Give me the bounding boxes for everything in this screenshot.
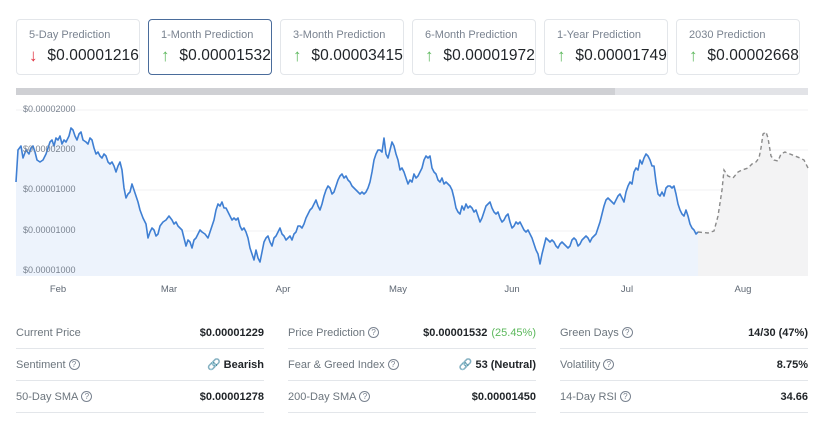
stat-label: Fear & Greed Index? bbox=[288, 359, 399, 371]
stat-label: Price Prediction? bbox=[288, 327, 380, 339]
card-price: $0.00003415 bbox=[311, 47, 403, 64]
prediction-line bbox=[697, 130, 809, 234]
help-icon[interactable]: ? bbox=[359, 391, 371, 402]
arrow-up-icon: ↑ bbox=[557, 46, 566, 65]
stat-label: Green Days? bbox=[560, 327, 633, 339]
stat-14-day-rsi: 14-Day RSI? 34.66 bbox=[560, 381, 808, 413]
card-label: 3-Month Prediction bbox=[293, 29, 386, 41]
help-icon[interactable]: ? bbox=[603, 359, 615, 370]
arrow-down-icon: ↓ bbox=[29, 46, 38, 65]
arrow-up-icon: ↑ bbox=[161, 46, 170, 65]
stat-label: 50-Day SMA? bbox=[16, 391, 93, 403]
stat-value: $0.00001278 bbox=[199, 390, 264, 403]
card-label: 1-Month Prediction bbox=[161, 29, 254, 41]
x-tick-label: Jun bbox=[504, 284, 520, 295]
link-icon: 🔗 bbox=[206, 359, 221, 371]
stat-label: 14-Day RSI? bbox=[560, 391, 631, 403]
card-price: $0.00001216 bbox=[47, 47, 139, 64]
stat-50-day-sma: 50-Day SMA? $0.00001278 bbox=[16, 381, 264, 413]
x-tick-label: Feb bbox=[49, 284, 67, 295]
card-price: $0.00001972 bbox=[443, 47, 535, 64]
price-chart: $0.00002000 $0.00002000 $0.00001000 $0.0… bbox=[0, 98, 818, 298]
stat-value: 14/30 (47%) bbox=[748, 326, 808, 339]
card-3-month[interactable]: 3-Month Prediction ↑ $0.00003415 bbox=[280, 19, 404, 75]
prediction-cards: 5-Day Prediction ↓ $0.00001216 1-Month Pr… bbox=[16, 19, 800, 75]
help-icon[interactable]: ? bbox=[81, 391, 93, 402]
stat-value: $0.00001532 (25.45%) bbox=[423, 326, 536, 339]
arrow-up-icon: ↑ bbox=[425, 46, 434, 65]
stat-value[interactable]: 🔗 53 (Neutral) bbox=[458, 358, 536, 372]
help-icon[interactable]: ? bbox=[68, 359, 80, 370]
card-1-month[interactable]: 1-Month Prediction ↑ $0.00001532 bbox=[148, 19, 272, 75]
x-tick-label: Mar bbox=[160, 284, 178, 295]
y-tick-label: $0.00001000 bbox=[23, 265, 76, 275]
card-label: 1-Year Prediction bbox=[557, 29, 641, 41]
stat-label: Volatility? bbox=[560, 359, 615, 371]
stat-value: $0.00001229 bbox=[199, 326, 264, 339]
card-6-month[interactable]: 6-Month Prediction ↑ $0.00001972 bbox=[412, 19, 536, 75]
stats-column-1: Current Price $0.00001229 Sentiment? 🔗 Be… bbox=[16, 317, 264, 413]
card-label: 6-Month Prediction bbox=[425, 29, 518, 41]
card-price: $0.00001749 bbox=[575, 47, 667, 64]
card-label: 5-Day Prediction bbox=[29, 29, 111, 41]
x-tick-label: Aug bbox=[734, 284, 752, 295]
stats-grid: Current Price $0.00001229 Sentiment? 🔗 Be… bbox=[16, 317, 808, 413]
y-tick-label: $0.00001000 bbox=[23, 184, 76, 194]
stats-column-2: Price Prediction? $0.00001532 (25.45%) Fe… bbox=[288, 317, 536, 413]
y-tick-label: $0.00002000 bbox=[23, 144, 76, 154]
x-tick-label: Jul bbox=[620, 284, 634, 295]
stat-value: 8.75% bbox=[776, 358, 808, 371]
chart-plot bbox=[15, 109, 809, 276]
stat-label: Current Price bbox=[16, 326, 81, 339]
card-price: $0.00002668 bbox=[707, 47, 799, 64]
card-price: $0.00001532 bbox=[179, 47, 271, 64]
stat-current-price: Current Price $0.00001229 bbox=[16, 317, 264, 349]
stat-price-prediction: Price Prediction? $0.00001532 (25.45%) bbox=[288, 317, 536, 349]
history-line bbox=[15, 127, 699, 265]
x-tick-label: Apr bbox=[275, 284, 291, 295]
card-5-day[interactable]: 5-Day Prediction ↓ $0.00001216 bbox=[16, 19, 140, 75]
link-icon: 🔗 bbox=[458, 359, 473, 371]
y-tick-label: $0.00001000 bbox=[23, 225, 76, 235]
card-1-year[interactable]: 1-Year Prediction ↑ $0.00001749 bbox=[544, 19, 668, 75]
stat-200-day-sma: 200-Day SMA? $0.00001450 bbox=[288, 381, 536, 413]
stat-value: $0.00001450 bbox=[471, 390, 536, 403]
help-icon[interactable]: ? bbox=[621, 327, 633, 338]
stat-value: 34.66 bbox=[780, 390, 808, 403]
stats-column-3: Green Days? 14/30 (47%) Volatility? 8.75… bbox=[560, 317, 808, 413]
scrollbar-thumb[interactable] bbox=[16, 88, 615, 95]
stat-value[interactable]: 🔗 Bearish bbox=[206, 358, 264, 372]
stat-volatility: Volatility? 8.75% bbox=[560, 349, 808, 381]
y-tick-label: $0.00002000 bbox=[23, 104, 76, 114]
stat-green-days: Green Days? 14/30 (47%) bbox=[560, 317, 808, 349]
prediction-area bbox=[698, 132, 808, 276]
card-label: 2030 Prediction bbox=[689, 29, 766, 41]
change-percent: (25.45%) bbox=[491, 326, 536, 339]
stat-fear-greed: Fear & Greed Index? 🔗 53 (Neutral) bbox=[288, 349, 536, 381]
x-tick-label: May bbox=[389, 284, 407, 295]
help-icon[interactable]: ? bbox=[368, 327, 380, 338]
help-icon[interactable]: ? bbox=[387, 359, 399, 370]
arrow-up-icon: ↑ bbox=[293, 46, 302, 65]
chart-range-scrollbar[interactable] bbox=[16, 88, 808, 95]
stat-sentiment: Sentiment? 🔗 Bearish bbox=[16, 349, 264, 381]
stat-label: Sentiment? bbox=[16, 359, 80, 371]
card-2030[interactable]: 2030 Prediction ↑ $0.00002668 bbox=[676, 19, 800, 75]
stat-label: 200-Day SMA? bbox=[288, 391, 371, 403]
arrow-up-icon: ↑ bbox=[689, 46, 698, 65]
help-icon[interactable]: ? bbox=[619, 391, 631, 402]
history-area bbox=[16, 128, 698, 276]
